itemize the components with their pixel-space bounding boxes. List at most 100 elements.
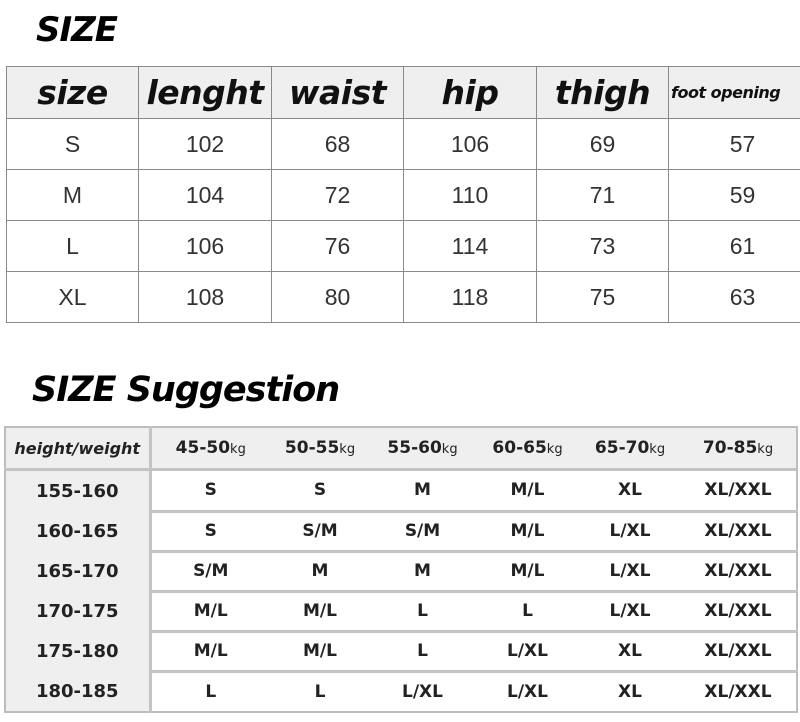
table-cell: M bbox=[6, 169, 139, 221]
suggested-size: L bbox=[270, 669, 370, 712]
height-range: 170-175 bbox=[5, 591, 152, 631]
weight-header: 50-55kg bbox=[270, 427, 370, 471]
weight-unit: kg bbox=[230, 442, 246, 457]
weight-range: 55-60 bbox=[387, 438, 442, 458]
table-cell: 106 bbox=[138, 220, 272, 272]
table-cell: L bbox=[6, 220, 139, 272]
suggested-size: S/M bbox=[270, 509, 370, 551]
height-range: 155-160 bbox=[5, 469, 152, 511]
height-range: 160-165 bbox=[5, 511, 152, 551]
suggested-size: M/L bbox=[475, 509, 580, 551]
suggested-size: XL bbox=[618, 480, 642, 501]
table-row: 160-165 S S/M S/M M/L L/XL XL/XXL bbox=[5, 509, 797, 551]
size-chart-title: SIZE bbox=[36, 10, 118, 50]
suggested-size: M/L bbox=[150, 629, 270, 671]
table-cell: 114 bbox=[403, 220, 537, 272]
suggested-size: L/XL bbox=[580, 509, 680, 551]
size-suggestion-header-row: height/weight 45-50kg 50-55kg 55-60kg 60-65… bbox=[5, 427, 797, 471]
table-cell: 57 bbox=[668, 118, 800, 170]
weight-unit: kg bbox=[649, 442, 666, 457]
size-suggestion-table: height/weight 45-50kg 50-55kg 55-60kg 60-65… bbox=[4, 426, 798, 713]
suggested-size: M/L bbox=[510, 480, 545, 501]
table-row: L 106 76 114 73 61 bbox=[6, 220, 800, 272]
suggested-size: M bbox=[414, 480, 431, 501]
height-range: 165-170 bbox=[5, 551, 152, 591]
suggested-size: L/XL bbox=[580, 589, 680, 631]
column-header: foot opening bbox=[668, 66, 800, 119]
suggested-size: XL/XXL bbox=[704, 480, 772, 501]
table-cell: XL bbox=[6, 271, 139, 323]
table-cell: 76 bbox=[271, 220, 404, 272]
table-cell: 73 bbox=[536, 220, 669, 272]
weight-header: 55-60kg bbox=[370, 427, 475, 471]
suggested-size: M/L bbox=[475, 549, 580, 591]
column-header: waist bbox=[271, 66, 404, 119]
suggested-size: XL/XXL bbox=[680, 509, 797, 551]
suggested-size: L/XL bbox=[475, 629, 580, 671]
suggested-size: L/XL bbox=[475, 669, 580, 712]
weight-range: 60-65 bbox=[492, 438, 547, 458]
table-row: 155-160 S S M M/L XL XL/XXL bbox=[5, 469, 797, 511]
suggested-size: L bbox=[370, 589, 475, 631]
suggested-size: S bbox=[150, 509, 270, 551]
weight-range: 65-70 bbox=[594, 438, 650, 458]
weight-header: 45-50kg bbox=[150, 427, 270, 471]
table-cell: S bbox=[6, 118, 139, 170]
table-row: XL 108 80 118 75 63 bbox=[6, 271, 800, 323]
table-cell: 61 bbox=[668, 220, 800, 272]
weight-header: 60-65kg bbox=[475, 427, 580, 471]
table-row: 165-170 S/M M M M/L L/XL XL/XXL bbox=[5, 549, 797, 591]
table-cell: 80 bbox=[271, 271, 404, 323]
suggested-size: XL/XXL bbox=[680, 549, 797, 591]
table-cell: 71 bbox=[536, 169, 669, 221]
height-range: 175-180 bbox=[5, 631, 152, 671]
column-header: size bbox=[6, 66, 139, 119]
table-row: 175-180 M/L M/L L L/XL XL XL/XXL bbox=[5, 629, 797, 671]
suggested-size: XL/XXL bbox=[680, 669, 797, 712]
height-range: 180-185 bbox=[5, 671, 152, 712]
table-cell: 63 bbox=[668, 271, 800, 323]
table-cell: 59 bbox=[668, 169, 800, 221]
table-cell: 104 bbox=[138, 169, 272, 221]
table-cell: 75 bbox=[536, 271, 669, 323]
weight-header: 70-85kg bbox=[680, 427, 797, 471]
suggested-size: S/M bbox=[370, 509, 475, 551]
table-cell: 72 bbox=[271, 169, 404, 221]
table-cell: 110 bbox=[403, 169, 537, 221]
weight-range: 45-50 bbox=[175, 438, 231, 458]
suggested-size: S bbox=[313, 480, 327, 501]
suggested-size: M/L bbox=[270, 629, 370, 671]
weight-unit: kg bbox=[546, 442, 563, 457]
table-cell: 106 bbox=[403, 118, 537, 170]
suggested-size: XL/XXL bbox=[680, 589, 797, 631]
column-header: hip bbox=[403, 66, 537, 119]
suggested-size: S bbox=[204, 480, 217, 501]
table-cell: 68 bbox=[271, 118, 404, 170]
weight-unit: kg bbox=[339, 442, 356, 457]
suggested-size: M bbox=[270, 549, 370, 591]
suggested-size: L/XL bbox=[370, 669, 475, 712]
suggested-size: M bbox=[370, 549, 475, 591]
weight-unit: kg bbox=[441, 442, 458, 457]
weight-unit: kg bbox=[757, 442, 774, 457]
table-cell: 118 bbox=[403, 271, 537, 323]
suggested-size: L bbox=[150, 669, 270, 712]
table-cell: 69 bbox=[536, 118, 669, 170]
weight-range: 50-55 bbox=[284, 438, 340, 458]
size-chart-header-row: size lenght waist hip thigh foot opening bbox=[6, 66, 800, 119]
column-header: lenght bbox=[138, 66, 272, 119]
suggested-size: XL/XXL bbox=[680, 629, 797, 671]
suggested-size: M/L bbox=[270, 589, 370, 631]
corner-header: height/weight bbox=[5, 427, 152, 471]
suggested-size: XL bbox=[580, 629, 680, 671]
suggested-size: XL bbox=[580, 669, 680, 712]
suggested-size: S/M bbox=[150, 549, 270, 591]
table-cell: 102 bbox=[138, 118, 272, 170]
table-row: S 102 68 106 69 57 bbox=[6, 118, 800, 170]
weight-range: 70-85 bbox=[702, 438, 758, 458]
table-cell: 108 bbox=[138, 271, 272, 323]
size-chart-table: size lenght waist hip thigh foot opening S 102… bbox=[6, 66, 800, 323]
table-row: 170-175 M/L M/L L L L/XL XL/XXL bbox=[5, 589, 797, 631]
suggested-size: L bbox=[475, 589, 580, 631]
table-row: 180-185 L L L/XL L/XL XL XL/XXL bbox=[5, 669, 797, 712]
